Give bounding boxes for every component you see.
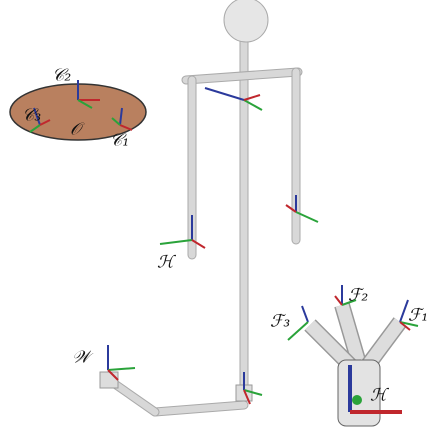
frame-label: ℋ [157,253,177,273]
diagram: 𝒞₂ 𝒞₃ 𝒪 𝒞₁ ℋ 𝒲 ℱ₂ ℱ₃ ℱ₁ ℋ [0,0,427,437]
frame-label: ℱ₂ [348,286,368,306]
frame-label: ℱ₃ [270,312,290,332]
frame-label: 𝒞₁ [110,131,129,151]
frame-label: 𝒲 [72,348,94,368]
frame-label: ℱ₁ [408,306,427,326]
frame-label: 𝒞₃ [22,106,41,126]
frame-label: ℋ [370,386,390,406]
frame-label: 𝒞₂ [52,66,71,86]
gripper [288,285,418,426]
humanoid-robot [100,0,318,412]
